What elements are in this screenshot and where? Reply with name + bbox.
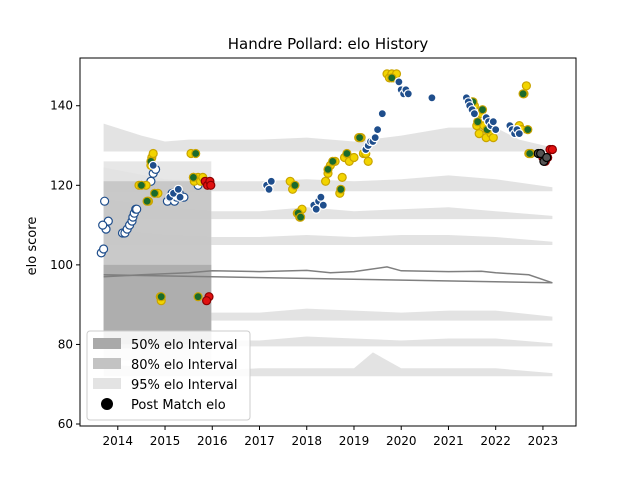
- legend-box: [86, 330, 251, 421]
- point-red: [547, 144, 558, 155]
- point-blue: [514, 129, 524, 139]
- point-darkgreen: [473, 117, 483, 127]
- point-blue: [377, 109, 387, 119]
- y-tick-label: 80: [58, 337, 73, 351]
- point-white: [98, 220, 108, 230]
- point-blue: [491, 125, 501, 135]
- point-yellow: [363, 156, 373, 166]
- x-tick-label: 2019: [339, 434, 370, 448]
- point-darkgreen: [523, 125, 533, 135]
- point-yellow: [349, 152, 359, 163]
- point-blue: [175, 192, 185, 202]
- point-red: [202, 296, 212, 306]
- ridge-1: [103, 167, 553, 192]
- point-blue: [370, 133, 380, 143]
- point-yellow: [521, 81, 532, 91]
- point-blue: [394, 77, 404, 87]
- legend-swatch: [93, 378, 121, 389]
- point-yellow: [488, 133, 498, 143]
- ridge-0: [103, 123, 553, 152]
- ridge-2: [103, 199, 553, 220]
- point-blue: [488, 117, 498, 127]
- legend-swatch: [93, 338, 121, 349]
- y-tick-label: 100: [50, 258, 73, 272]
- point-white: [99, 196, 110, 206]
- legend-label: 95% elo Interval: [131, 378, 238, 393]
- point-darkgreen: [296, 212, 306, 222]
- y-tick-label: 140: [50, 99, 73, 113]
- point-yellow: [337, 172, 347, 182]
- x-tick-label: 2022: [480, 434, 511, 448]
- x-tick-label: 2020: [386, 434, 417, 448]
- point-darkgreen: [156, 292, 166, 302]
- point-yellow: [321, 176, 331, 186]
- median-line: [103, 266, 553, 284]
- legend-label: 80% elo Interval: [131, 358, 238, 373]
- point-darkgreen: [336, 184, 346, 194]
- point-darkgreen: [150, 188, 160, 198]
- point-darkgreen: [323, 164, 333, 174]
- point-darkgreen: [136, 180, 146, 190]
- x-tick-label: 2015: [150, 434, 181, 448]
- point-blue: [316, 192, 326, 202]
- legend-label: 50% elo Interval: [131, 338, 238, 353]
- interval-band-50: [103, 264, 212, 345]
- point-blue: [148, 160, 158, 170]
- point-blue: [403, 89, 413, 99]
- axes: 2014 2015 2016 2017 2018 2019 2020 2021 2022 2023…: [50, 99, 558, 448]
- legend: 50% elo Interval 80% elo Interval 95% elo …: [86, 330, 251, 421]
- chart-title: Handre Pollard: elo History: [228, 35, 429, 53]
- x-tick-label: 2023: [528, 434, 559, 448]
- point-darkgreen: [477, 105, 488, 115]
- point-yellow: [474, 129, 484, 139]
- x-tick-label: 2021: [433, 434, 464, 448]
- x-tick-label: 2014: [103, 434, 134, 448]
- point-blue: [264, 184, 274, 194]
- mean-line: [103, 274, 553, 284]
- point-grey: [542, 152, 552, 163]
- point-darkgreen: [188, 172, 198, 182]
- point-blue: [318, 200, 328, 210]
- point-white: [132, 204, 142, 214]
- point-darkgreen: [328, 156, 338, 166]
- point-darkgreen: [290, 180, 300, 190]
- point-yellow: [148, 148, 158, 159]
- point-darkgreen: [387, 73, 397, 83]
- point-blue: [311, 204, 321, 214]
- point-darkgreen: [191, 148, 201, 159]
- point-blue: [427, 93, 437, 103]
- x-tick-label: 2017: [244, 434, 275, 448]
- point-blue: [266, 176, 276, 186]
- y-tick-label: 120: [50, 178, 73, 192]
- ridge-3: [103, 229, 553, 245]
- point-darkgreen: [518, 89, 528, 99]
- point-darkgreen: [342, 148, 352, 159]
- point-darkgreen: [355, 133, 365, 143]
- point-blue: [373, 125, 383, 135]
- plot-frame: [79, 57, 577, 427]
- x-tick-label: 2016: [197, 434, 228, 448]
- point-white: [98, 244, 109, 254]
- plot-area: [96, 69, 558, 377]
- point-darkgreen: [142, 196, 152, 206]
- legend-swatch: [93, 358, 121, 369]
- x-tick-label: 2018: [291, 434, 322, 448]
- legend-label: Post Match elo: [131, 398, 226, 413]
- ridge-4: [103, 304, 553, 321]
- point-darkgreen: [525, 148, 535, 159]
- point-blue: [173, 184, 183, 194]
- y-axis-label: elo score: [25, 217, 40, 276]
- point-blue: [469, 109, 479, 119]
- point-red: [206, 180, 216, 190]
- legend-marker: [101, 398, 113, 410]
- y-tick-label: 60: [58, 417, 73, 431]
- point-darkgreen: [193, 292, 203, 302]
